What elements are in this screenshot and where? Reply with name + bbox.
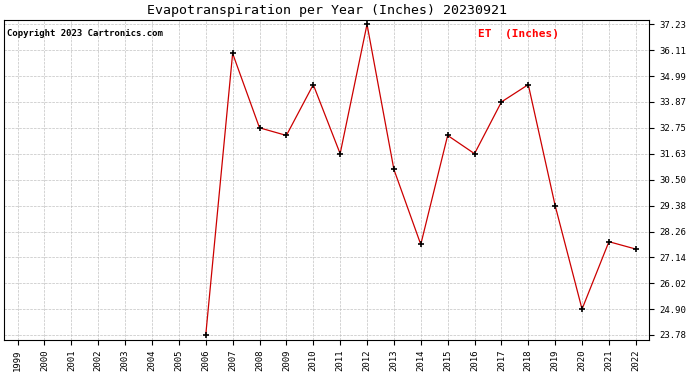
Text: ET  (Inches): ET (Inches)	[478, 29, 560, 39]
Text: Copyright 2023 Cartronics.com: Copyright 2023 Cartronics.com	[8, 29, 164, 38]
Title: Evapotranspiration per Year (Inches) 20230921: Evapotranspiration per Year (Inches) 202…	[147, 4, 506, 17]
